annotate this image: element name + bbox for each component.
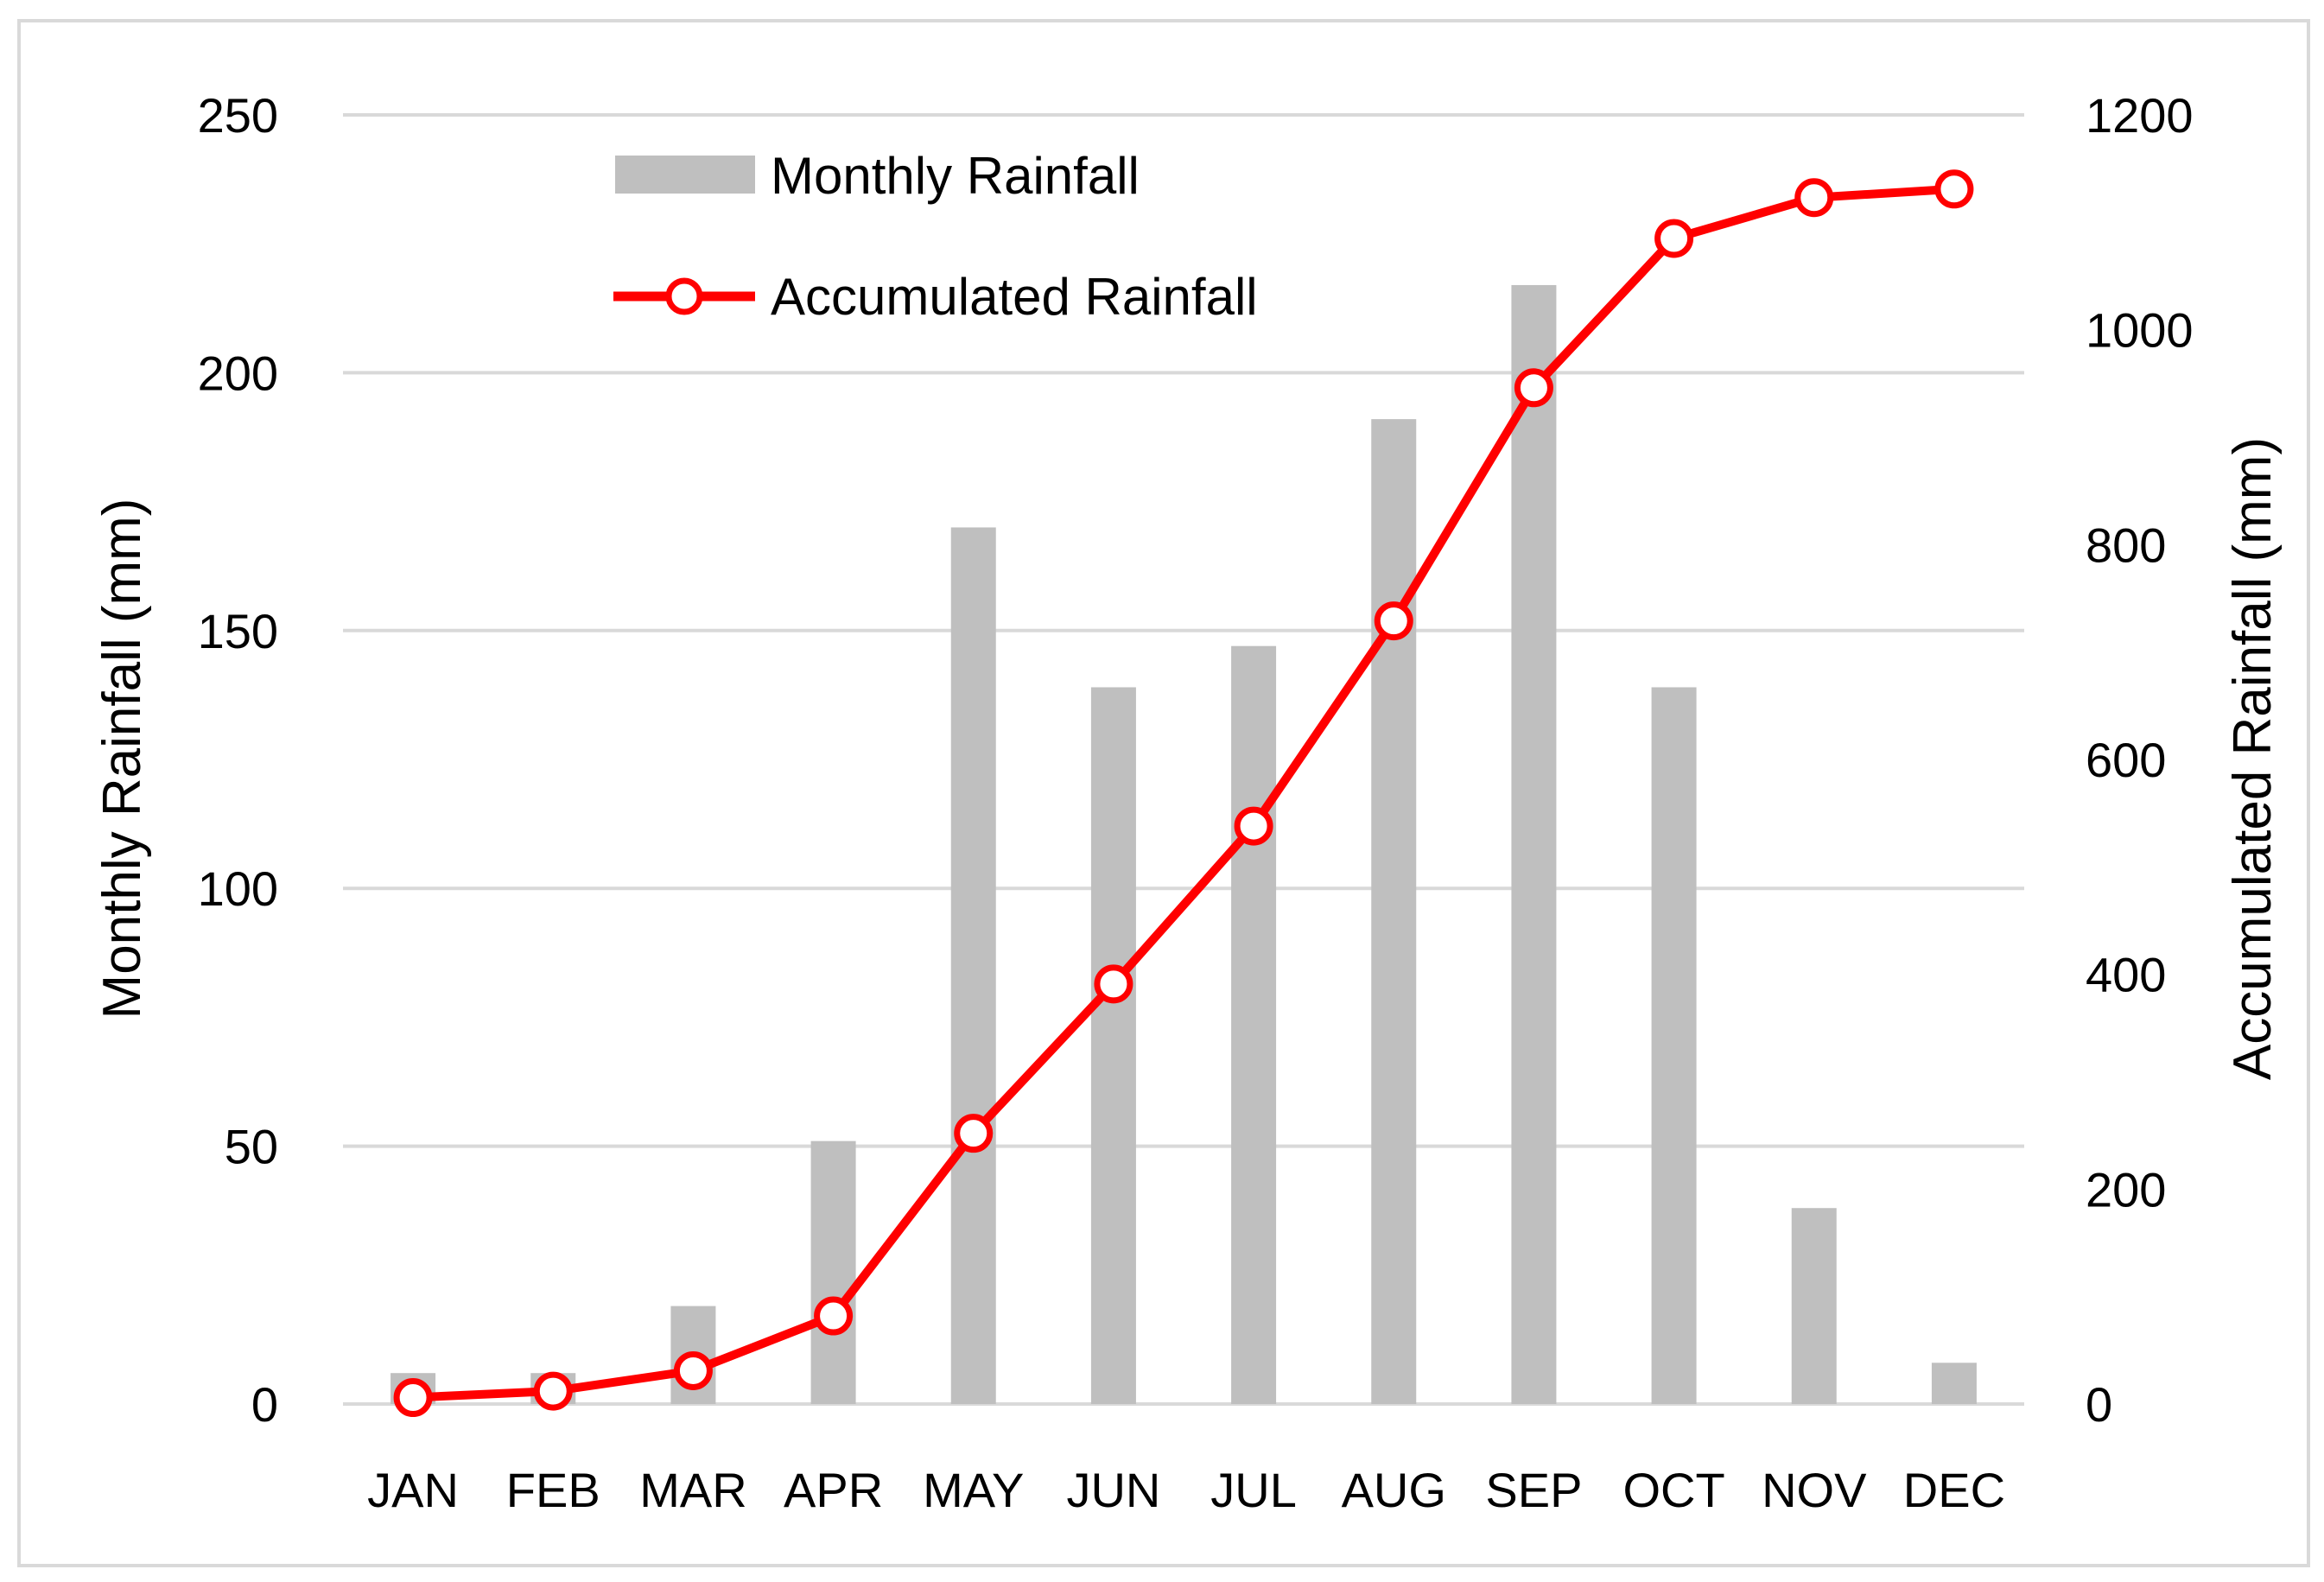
x-tick-label: MAY <box>923 1463 1024 1517</box>
x-tick-label: JAN <box>367 1463 459 1517</box>
bar-jun <box>1090 687 1136 1404</box>
x-tick-label: OCT <box>1622 1463 1724 1517</box>
point-oct <box>1654 219 1694 258</box>
right-tick-label: 1200 <box>2086 88 2194 143</box>
point-may <box>954 1114 994 1153</box>
legend: Monthly Rainfall Accumulated Rainfall <box>613 147 1258 326</box>
line-series <box>393 169 1974 1418</box>
right-axis-ticks: 0 200 400 600 800 1000 1200 <box>2086 88 2194 1432</box>
left-tick-label: 50 <box>225 1120 278 1174</box>
bars-series <box>391 284 1977 1405</box>
x-tick-label: AUG <box>1342 1463 1446 1517</box>
bar-nov <box>1791 1208 1837 1404</box>
right-tick-label: 800 <box>2086 518 2166 572</box>
left-axis-ticks: 0 50 100 150 200 250 <box>198 88 278 1432</box>
right-axis-title: Accumulated Rainfall (mm) <box>2223 437 2283 1080</box>
bar-dec <box>1931 1363 1977 1404</box>
bar-jul <box>1231 645 1277 1404</box>
left-tick-label: 200 <box>198 346 278 400</box>
left-tick-label: 250 <box>198 88 278 143</box>
chart-frame <box>17 19 2310 1567</box>
x-tick-label: JUL <box>1210 1463 1297 1517</box>
left-axis-title: Monthly Rainfall (mm) <box>92 499 152 1020</box>
left-tick-label: 150 <box>198 604 278 658</box>
right-tick-label: 600 <box>2086 733 2166 787</box>
x-tick-label: NOV <box>1762 1463 1867 1517</box>
x-axis-ticks: JAN FEB MAR APR MAY JUN JUL AUG SEP OCT NOV DEC <box>367 1463 2005 1517</box>
bar-aug <box>1371 419 1417 1404</box>
legend-label-accumulated: Accumulated Rainfall <box>771 268 1258 326</box>
point-sep <box>1514 368 1553 408</box>
x-tick-label: JUN <box>1066 1463 1160 1517</box>
point-aug <box>1374 601 1413 641</box>
x-tick-label: APR <box>784 1463 883 1517</box>
point-apr <box>814 1296 854 1336</box>
right-tick-label: 0 <box>2086 1377 2112 1432</box>
legend-swatch-monthly <box>615 156 755 194</box>
legend-swatch-accumulated-marker <box>665 277 703 315</box>
point-jul <box>1234 806 1273 846</box>
x-tick-label: DEC <box>1903 1463 2005 1517</box>
bar-sep <box>1511 284 1557 1405</box>
right-tick-label: 400 <box>2086 948 2166 1002</box>
bar-apr <box>810 1140 856 1404</box>
point-mar <box>673 1350 713 1390</box>
point-dec <box>1934 169 1974 209</box>
right-tick-label: 1000 <box>2086 303 2194 358</box>
point-jan <box>393 1378 433 1418</box>
legend-label-monthly: Monthly Rainfall <box>771 147 1140 205</box>
left-tick-label: 100 <box>198 861 278 916</box>
right-tick-label: 200 <box>2086 1162 2166 1217</box>
left-tick-label: 0 <box>251 1377 278 1432</box>
point-feb <box>533 1371 573 1411</box>
point-nov <box>1794 178 1834 218</box>
bar-may <box>950 527 996 1404</box>
x-tick-label: SEP <box>1485 1463 1582 1517</box>
x-tick-label: MAR <box>639 1463 746 1517</box>
bar-oct <box>1651 687 1697 1404</box>
x-tick-label: FEB <box>506 1463 600 1517</box>
point-jun <box>1094 964 1133 1004</box>
accumulated-line <box>412 184 1955 1402</box>
gridlines <box>343 113 2024 1406</box>
